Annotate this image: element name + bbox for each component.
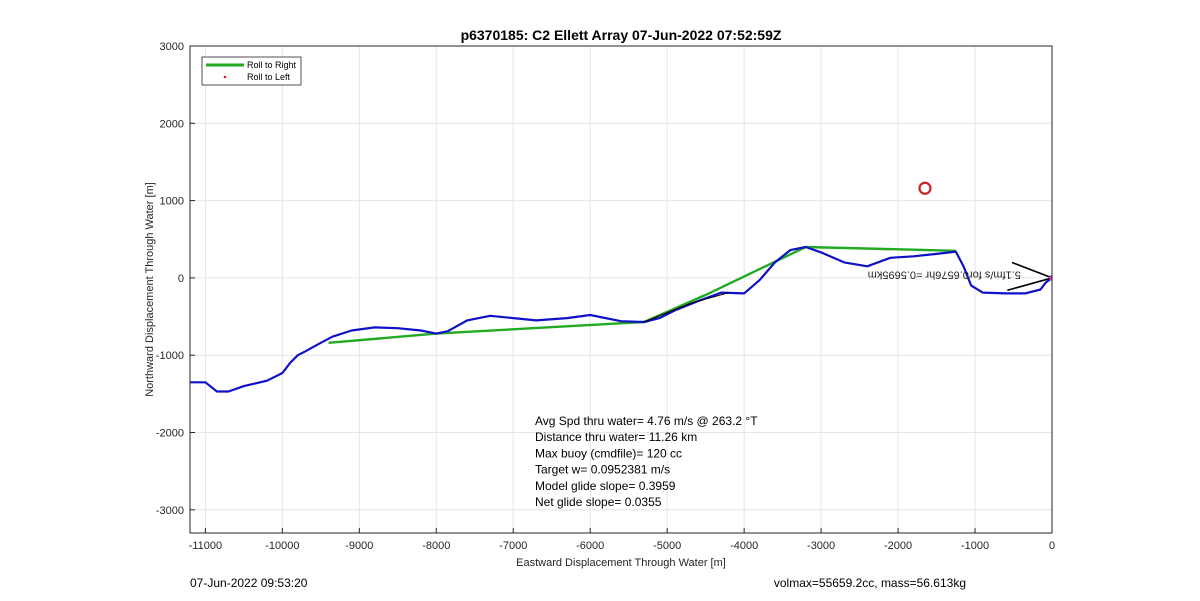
stats-line: Model glide slope= 0.3959 bbox=[535, 479, 676, 493]
x-axis-ticks: -11000 -10000 -9000 -8000 -7000 -6000 -5000 -40… bbox=[189, 528, 1055, 552]
y-tick-label: -3000 bbox=[156, 505, 184, 517]
series-black-segment bbox=[643, 292, 729, 323]
heading-arrow-lower bbox=[1007, 277, 1052, 292]
legend: Roll to Right Roll to Left bbox=[201, 56, 302, 86]
series-roll-to-right bbox=[328, 245, 956, 344]
x-tick-label: -7000 bbox=[499, 540, 527, 552]
x-tick-label: -9000 bbox=[345, 540, 373, 552]
chart-title: p6370185: C2 Ellett Array 07-Jun-2022 07… bbox=[461, 27, 782, 43]
footer-timestamp: 07-Jun-2022 09:53:20 bbox=[190, 576, 308, 590]
x-tick-label: -5000 bbox=[653, 540, 681, 552]
y-axis-ticks: -3000 -2000 -1000 0 1000 2000 3000 bbox=[156, 41, 195, 517]
stats-line: Avg Spd thru water= 4.76 m/s @ 263.2 °T bbox=[535, 414, 758, 428]
flipped-label: 5.1fm/s for0.6576hr =0.5695km bbox=[868, 269, 1021, 281]
y-tick-label: 2000 bbox=[160, 118, 184, 130]
footer-volmax-mass: volmax=55659.2cc, mass=56.613kg bbox=[774, 576, 966, 590]
x-tick-label: -3000 bbox=[807, 540, 835, 552]
stats-line: Max buoy (cmdfile)= 120 cc bbox=[535, 446, 682, 460]
plot-background bbox=[190, 46, 1052, 533]
legend-box bbox=[201, 56, 302, 86]
y-tick-label: -2000 bbox=[156, 428, 184, 440]
x-tick-label: -11000 bbox=[189, 540, 222, 552]
x-tick-label: -2000 bbox=[884, 540, 912, 552]
stats-line: Distance thru water= 11.26 km bbox=[535, 430, 697, 444]
heading-arrow-upper bbox=[1011, 261, 1052, 279]
plot-frame bbox=[189, 45, 1053, 534]
stats-annotation: Avg Spd thru water= 4.76 m/s @ 263.2 °T D… bbox=[535, 414, 758, 509]
x-tick-label: -10000 bbox=[265, 540, 299, 552]
legend-label-roll-right: Roll to Right bbox=[247, 60, 297, 70]
x-tick-label: 0 bbox=[1049, 540, 1055, 552]
target-marker bbox=[918, 181, 932, 195]
series-layer: 5.1fm/s for0.6576hr =0.5695km bbox=[190, 181, 1052, 393]
y-tick-label: -1000 bbox=[156, 350, 184, 362]
y-axis-label: Northward Displacement Through Water [m] bbox=[144, 182, 156, 397]
stats-line: Net glide slope= 0.0355 bbox=[535, 495, 662, 509]
series-track bbox=[190, 245, 1052, 393]
y-tick-label: 1000 bbox=[160, 196, 184, 208]
stats-line: Target w= 0.0952381 m/s bbox=[535, 463, 670, 477]
x-tick-label: -4000 bbox=[730, 540, 758, 552]
legend-label-roll-left: Roll to Left bbox=[247, 72, 291, 82]
legend-swatch-roll-left bbox=[223, 75, 227, 79]
x-tick-label: -6000 bbox=[576, 540, 604, 552]
x-tick-label: -8000 bbox=[422, 540, 450, 552]
y-tick-label: 3000 bbox=[160, 41, 184, 53]
origin-marker bbox=[1049, 274, 1052, 281]
x-axis-label: Eastward Displacement Through Water [m] bbox=[516, 557, 726, 569]
plot-area: 5.1fm/s for0.6576hr =0.5695km bbox=[189, 45, 1053, 534]
x-tick-label: -1000 bbox=[961, 540, 989, 552]
y-tick-label: 0 bbox=[178, 273, 184, 285]
